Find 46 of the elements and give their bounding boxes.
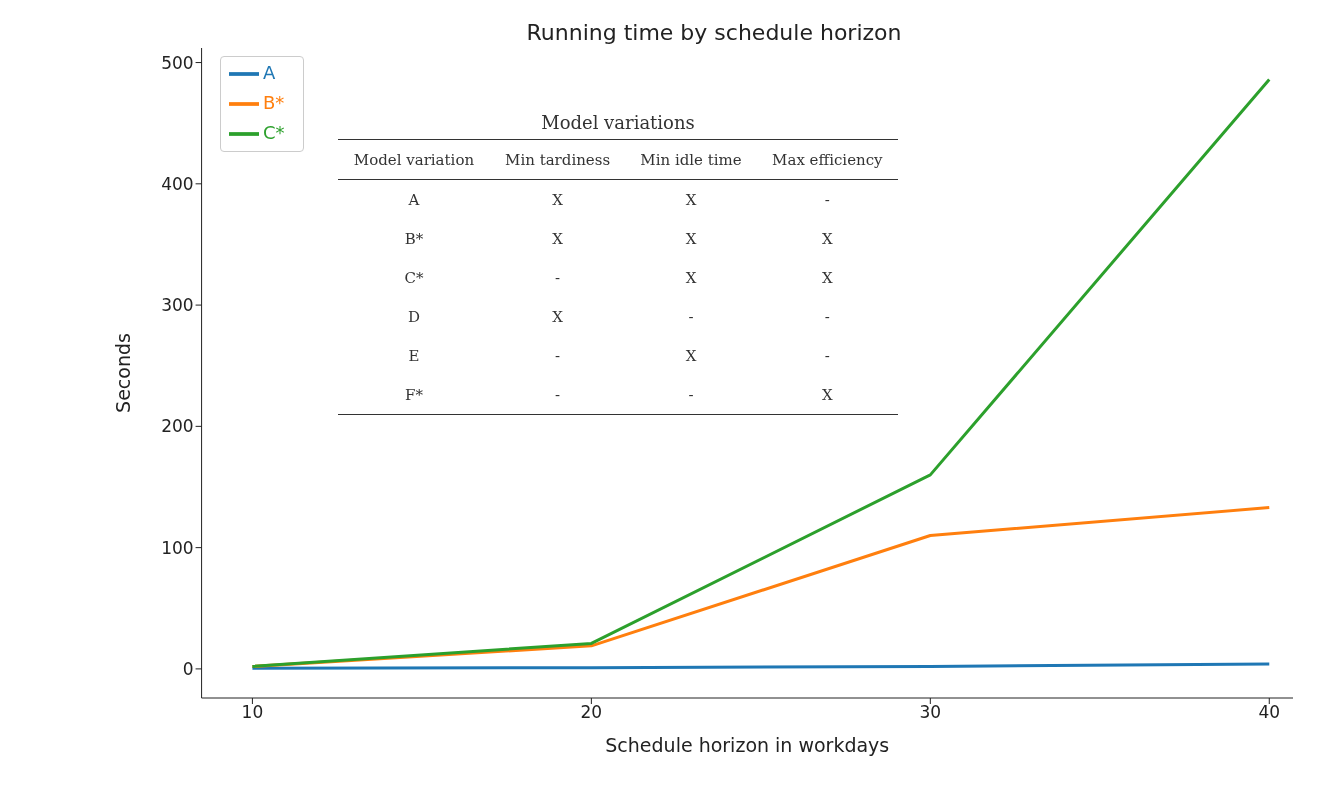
text: X (552, 190, 563, 209)
text: B* (404, 229, 424, 248)
text: X (822, 385, 833, 404)
legend-label: B* (263, 92, 285, 113)
y-tick-label: 0 (182, 658, 194, 679)
text: - (824, 190, 830, 209)
category-label: Min tardiness (504, 149, 612, 171)
y-tick-label: 500 (161, 52, 194, 73)
text: Model variations (540, 112, 696, 133)
text: - (824, 346, 830, 365)
text: E (408, 346, 420, 365)
text: X (822, 268, 833, 287)
category-label: Model variation (352, 149, 476, 171)
chart-title: Running time by schedule horizon (525, 20, 903, 45)
y-tick-label: 100 (161, 537, 194, 558)
y-tick-label: 400 (161, 173, 194, 194)
x-tick-label: 30 (919, 702, 942, 723)
text: D (407, 307, 420, 326)
legend-label: C* (263, 122, 285, 143)
legend-label: A (263, 62, 276, 83)
text: X (685, 229, 697, 248)
category-label: Max efficiency (771, 149, 884, 171)
text: - (688, 307, 694, 326)
text: - (688, 385, 694, 404)
text: X (552, 229, 563, 248)
text: - (555, 385, 561, 404)
text: - (824, 307, 830, 326)
text: A (408, 190, 420, 209)
text: X (822, 229, 833, 248)
text: X (685, 346, 697, 365)
text: X (685, 190, 697, 209)
x-tick-label: 10 (241, 702, 264, 723)
x-tick-label: 20 (580, 702, 603, 723)
text: X (685, 268, 697, 287)
text: C* (404, 268, 424, 287)
text: X (552, 307, 563, 326)
line-series (250, 78, 1271, 668)
x-tick-label: 40 (1258, 702, 1281, 723)
text: - (555, 346, 561, 365)
category-label: Min idle time (639, 149, 743, 171)
y-tick-label: 300 (161, 295, 194, 316)
text: F* (404, 385, 423, 404)
x-axis-title: Schedule horizon in workdays (605, 734, 890, 756)
y-tick-label: 200 (161, 416, 194, 437)
text: - (555, 268, 561, 287)
y-axis-title: Seconds (112, 333, 135, 413)
